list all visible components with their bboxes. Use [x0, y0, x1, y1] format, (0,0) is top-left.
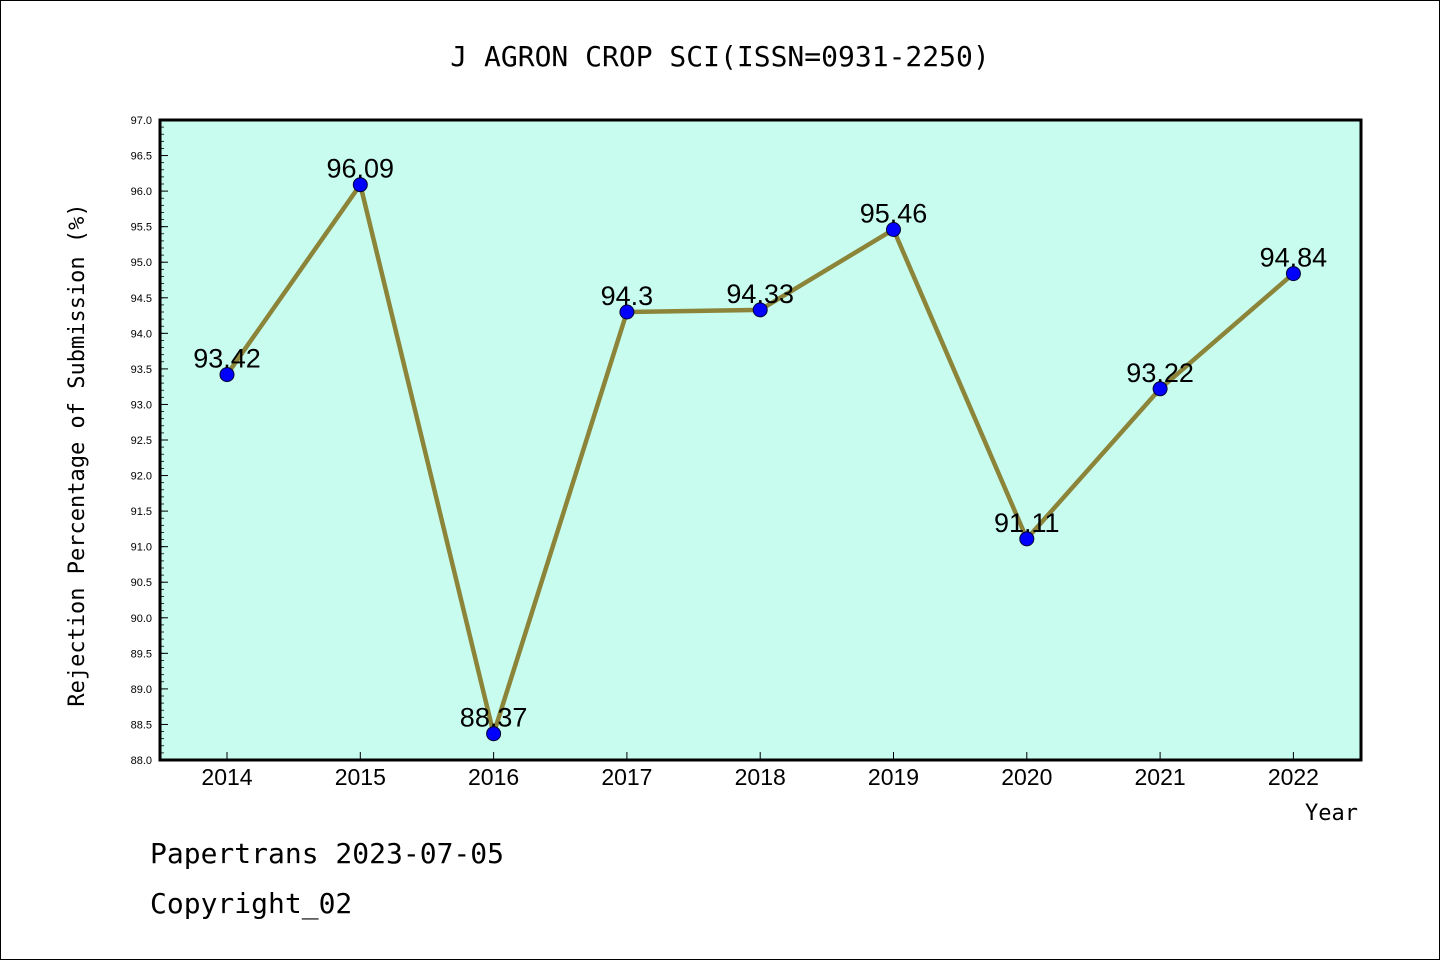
x-axis: 2014 2015 2016 2017 2018 2019 2020 2021 2022	[201, 752, 1319, 790]
y-tick-label: 96.0	[131, 186, 152, 198]
data-label: 94.33	[726, 279, 794, 309]
y-tick-label: 97.0	[131, 115, 152, 127]
y-tick-label: 94.5	[131, 293, 152, 305]
y-tick-label: 94.0	[131, 328, 152, 340]
data-point-marker	[1152, 381, 1168, 397]
data-label: 94.84	[1260, 243, 1328, 273]
y-tick-label: 96.5	[131, 151, 152, 163]
data-label: 91.11	[994, 508, 1060, 538]
y-tick-label: 89.0	[131, 684, 152, 696]
data-label: 95.46	[860, 199, 928, 229]
data-label: 93.22	[1126, 358, 1194, 388]
y-tick-label: 88.5	[131, 719, 152, 731]
y-tick-label: 88.0	[131, 755, 152, 767]
data-point-marker	[352, 177, 368, 193]
x-tick-label: 2014	[201, 764, 252, 790]
x-tick-label: 2017	[601, 764, 652, 790]
x-tick-label: 2022	[1268, 764, 1319, 790]
data-label: 88.37	[460, 703, 528, 733]
markers	[219, 177, 1301, 742]
data-label: 93.42	[193, 344, 261, 374]
data-point-marker	[752, 302, 768, 318]
y-tick-label: 93.5	[131, 364, 152, 376]
y-tick-label: 93.0	[131, 399, 152, 411]
y-tick-label: 89.5	[131, 648, 152, 660]
chart-title: J AGRON CROP SCI(ISSN=0931-2250)	[450, 40, 989, 73]
data-label: 96.09	[327, 154, 395, 184]
x-tick-label: 2021	[1135, 764, 1186, 790]
data-point-marker	[886, 222, 901, 238]
y-tick-label: 95.0	[131, 257, 152, 269]
y-tick-label: 91.0	[131, 542, 152, 554]
plot-area	[158, 118, 1363, 762]
footer-date: Papertrans 2023-07-05	[150, 837, 504, 870]
footer-copyright: Copyright_02	[150, 887, 352, 921]
data-label: 94.3	[601, 281, 654, 311]
y-tick-label: 91.5	[131, 506, 152, 518]
x-axis-label: Year	[1305, 801, 1358, 826]
x-tick-label: 2018	[735, 764, 786, 790]
data-point-marker	[486, 726, 502, 742]
y-axis: 88.0 88.5 89.0 89.5 90.0 90.5 91.0 91.5 92.0 92.5…	[131, 115, 168, 767]
y-tick-label: 92.0	[131, 471, 152, 483]
data-point-marker	[619, 304, 635, 320]
x-tick-label: 2019	[868, 764, 919, 790]
x-tick-label: 2016	[468, 764, 519, 790]
y-axis-label: Rejection Percentage of Submission (%)	[65, 203, 90, 706]
y-tick-label: 95.5	[131, 222, 152, 234]
y-tick-label: 92.5	[131, 435, 152, 447]
data-point-marker	[219, 367, 235, 383]
data-point-marker	[1019, 531, 1035, 547]
data-point-marker	[1285, 266, 1301, 282]
y-tick-label: 90.5	[131, 577, 152, 589]
data-labels: 93.42 96.09 88.37 94.3 94.33 95.46 91.11 93.22 9…	[193, 154, 1327, 733]
y-tick-label: 90.0	[131, 613, 152, 625]
x-tick-label: 2015	[335, 764, 386, 790]
x-tick-label: 2020	[1001, 764, 1052, 790]
